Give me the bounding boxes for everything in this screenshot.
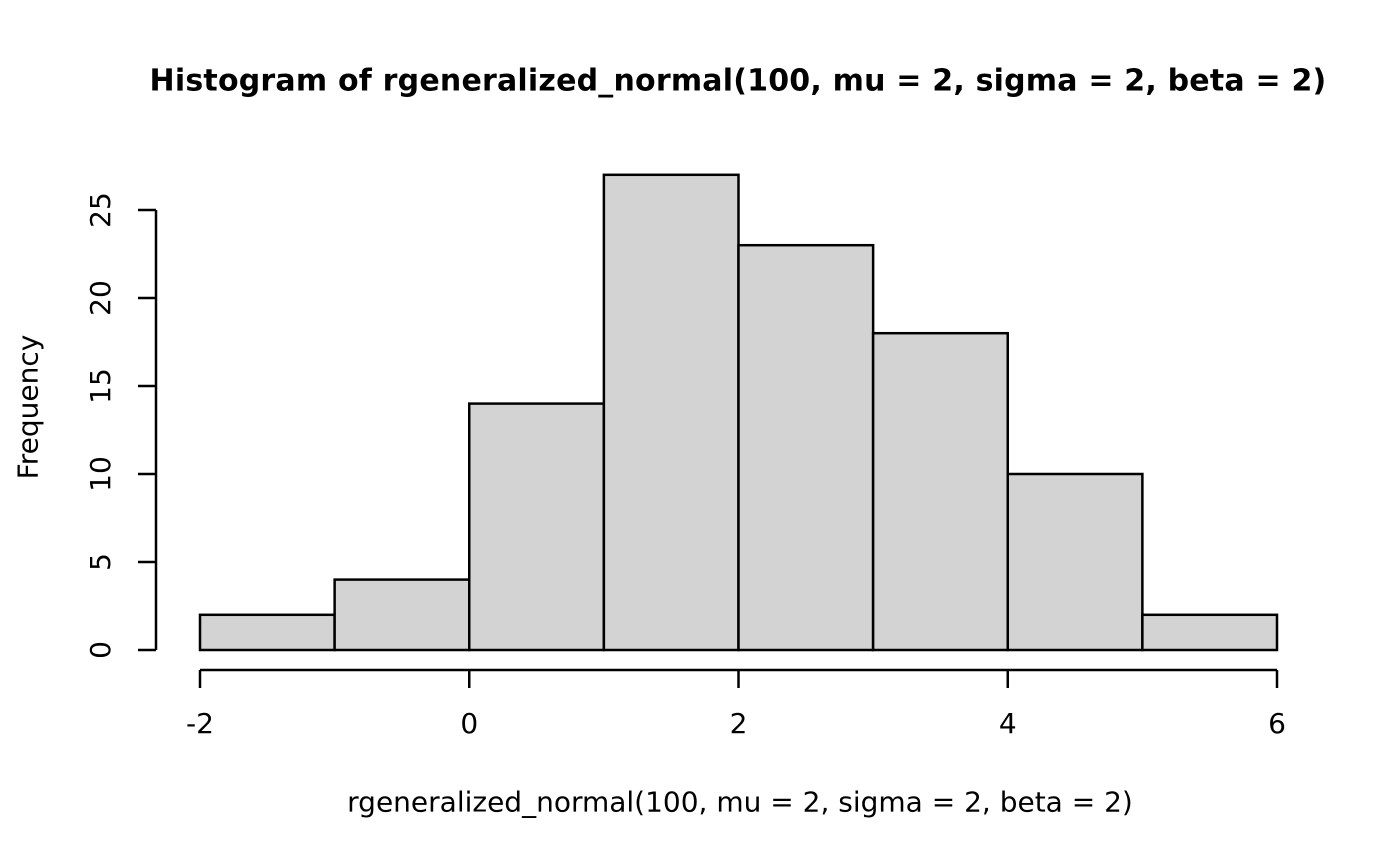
histogram-bar: [1141, 613, 1279, 652]
x-tick-label: -2: [186, 707, 214, 740]
y-axis-label: Frequency: [11, 334, 45, 480]
x-tick-label: 6: [1268, 707, 1286, 740]
histogram-bar: [602, 173, 740, 652]
histogram-bar: [871, 331, 1009, 652]
y-tick-label: 5: [84, 553, 117, 571]
y-tick-label: 0: [84, 641, 117, 659]
histogram-bar: [737, 243, 875, 652]
histogram-bar: [198, 613, 336, 652]
x-axis-label: rgeneralized_normal(100, mu = 2, sigma =…: [347, 785, 1133, 819]
y-tick-label: 20: [84, 280, 117, 316]
x-tick-label: 2: [730, 707, 748, 740]
histogram-bar: [468, 402, 606, 652]
y-tick-label: 15: [84, 368, 117, 404]
chart-title: Histogram of rgeneralized_normal(100, mu…: [149, 63, 1327, 99]
y-tick-label: 10: [84, 456, 117, 492]
x-tick-label: 0: [460, 707, 478, 740]
histogram-bar: [333, 578, 471, 652]
y-tick-label: 25: [84, 192, 117, 228]
histogram-bar: [1006, 472, 1144, 652]
x-tick-label: 4: [999, 707, 1017, 740]
